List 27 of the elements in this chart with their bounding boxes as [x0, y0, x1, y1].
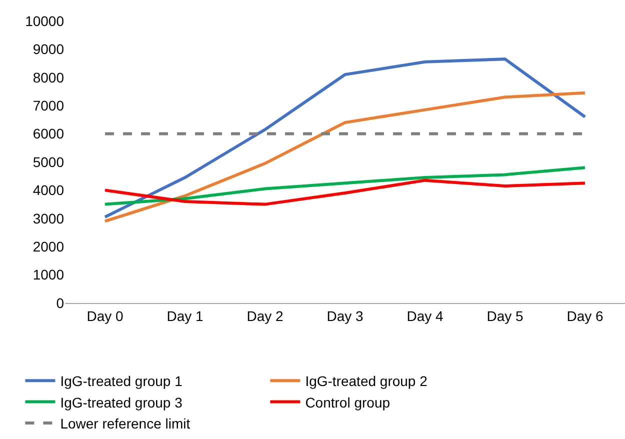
y-tick-label: 9000	[32, 41, 64, 58]
y-tick-label: 2000	[32, 238, 64, 254]
y-tick-label: 3000	[32, 210, 64, 226]
y-tick-label: 4000	[32, 182, 64, 198]
x-tick-label: Day 6	[566, 308, 604, 324]
line-series	[104, 178, 586, 206]
legend-label: IgG-treated group 1	[60, 373, 183, 390]
y-tick-label: 5000	[32, 154, 64, 170]
line-series	[104, 58, 586, 218]
y-tick-label: 10000	[25, 12, 64, 29]
y-tick-label: 0	[56, 294, 64, 311]
legend-label: Control group	[305, 394, 390, 410]
legend-label: IgG-treated group 3	[60, 394, 183, 410]
x-tick-label: Day 5	[486, 308, 524, 324]
y-tick-label: 1000	[32, 266, 64, 283]
x-tick-label: Day 2	[246, 308, 284, 324]
line-series	[104, 166, 586, 206]
x-tick-label: Day 4	[406, 308, 444, 324]
y-tick-label: 7000	[32, 98, 64, 114]
x-tick-label: Day 0	[86, 308, 124, 324]
line-series	[104, 91, 586, 223]
legend-label: IgG-treated group 2	[305, 373, 428, 390]
x-tick-label: Day 1	[166, 308, 204, 324]
y-tick-label: 8000	[32, 69, 64, 86]
x-tick-label: Day 3	[326, 308, 364, 324]
legend-label: Lower reference limit	[60, 415, 190, 432]
y-tick-label: 6000	[32, 126, 64, 142]
